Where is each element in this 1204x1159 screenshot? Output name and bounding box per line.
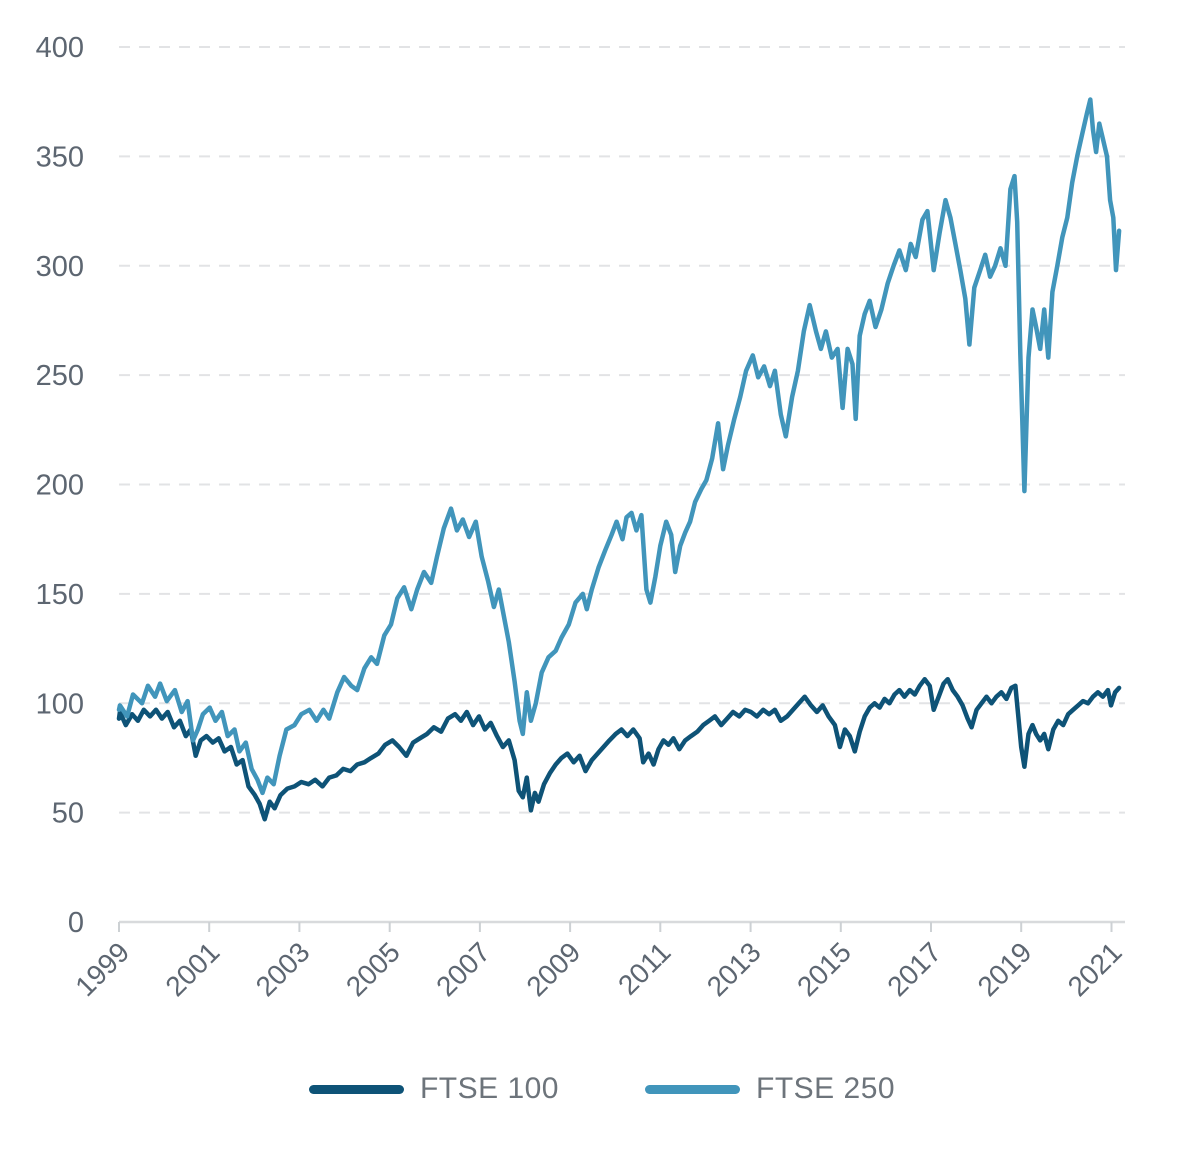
svg-text:200: 200 <box>36 470 84 502</box>
svg-text:50: 50 <box>52 798 84 830</box>
svg-text:2015: 2015 <box>791 936 857 1002</box>
svg-text:2001: 2001 <box>159 936 225 1002</box>
svg-text:2003: 2003 <box>250 936 316 1002</box>
legend-item-ftse100: FTSE 100 <box>308 1072 559 1106</box>
ftse100-line-swatch <box>308 1084 404 1094</box>
svg-text:100: 100 <box>36 688 84 720</box>
svg-text:150: 150 <box>36 579 84 611</box>
svg-text:350: 350 <box>36 141 84 173</box>
svg-text:2021: 2021 <box>1062 936 1128 1002</box>
chart-legend: FTSE 100 FTSE 250 <box>0 1072 1204 1106</box>
svg-text:2013: 2013 <box>701 936 767 1002</box>
svg-text:250: 250 <box>36 360 84 392</box>
svg-text:1999: 1999 <box>69 936 135 1002</box>
svg-text:2007: 2007 <box>430 936 496 1002</box>
svg-text:2019: 2019 <box>972 936 1038 1002</box>
svg-text:0: 0 <box>68 907 84 939</box>
svg-text:400: 400 <box>36 32 84 64</box>
legend-label-ftse250: FTSE 250 <box>756 1072 896 1105</box>
svg-text:2009: 2009 <box>520 936 586 1002</box>
svg-text:2005: 2005 <box>340 936 406 1002</box>
svg-text:2011: 2011 <box>612 936 677 1001</box>
svg-text:300: 300 <box>36 251 84 283</box>
ftse250-line-swatch <box>645 1084 740 1094</box>
legend-item-ftse250: FTSE 250 <box>645 1072 895 1106</box>
svg-text:2017: 2017 <box>881 936 947 1002</box>
legend-label-ftse100: FTSE 100 <box>419 1072 559 1105</box>
